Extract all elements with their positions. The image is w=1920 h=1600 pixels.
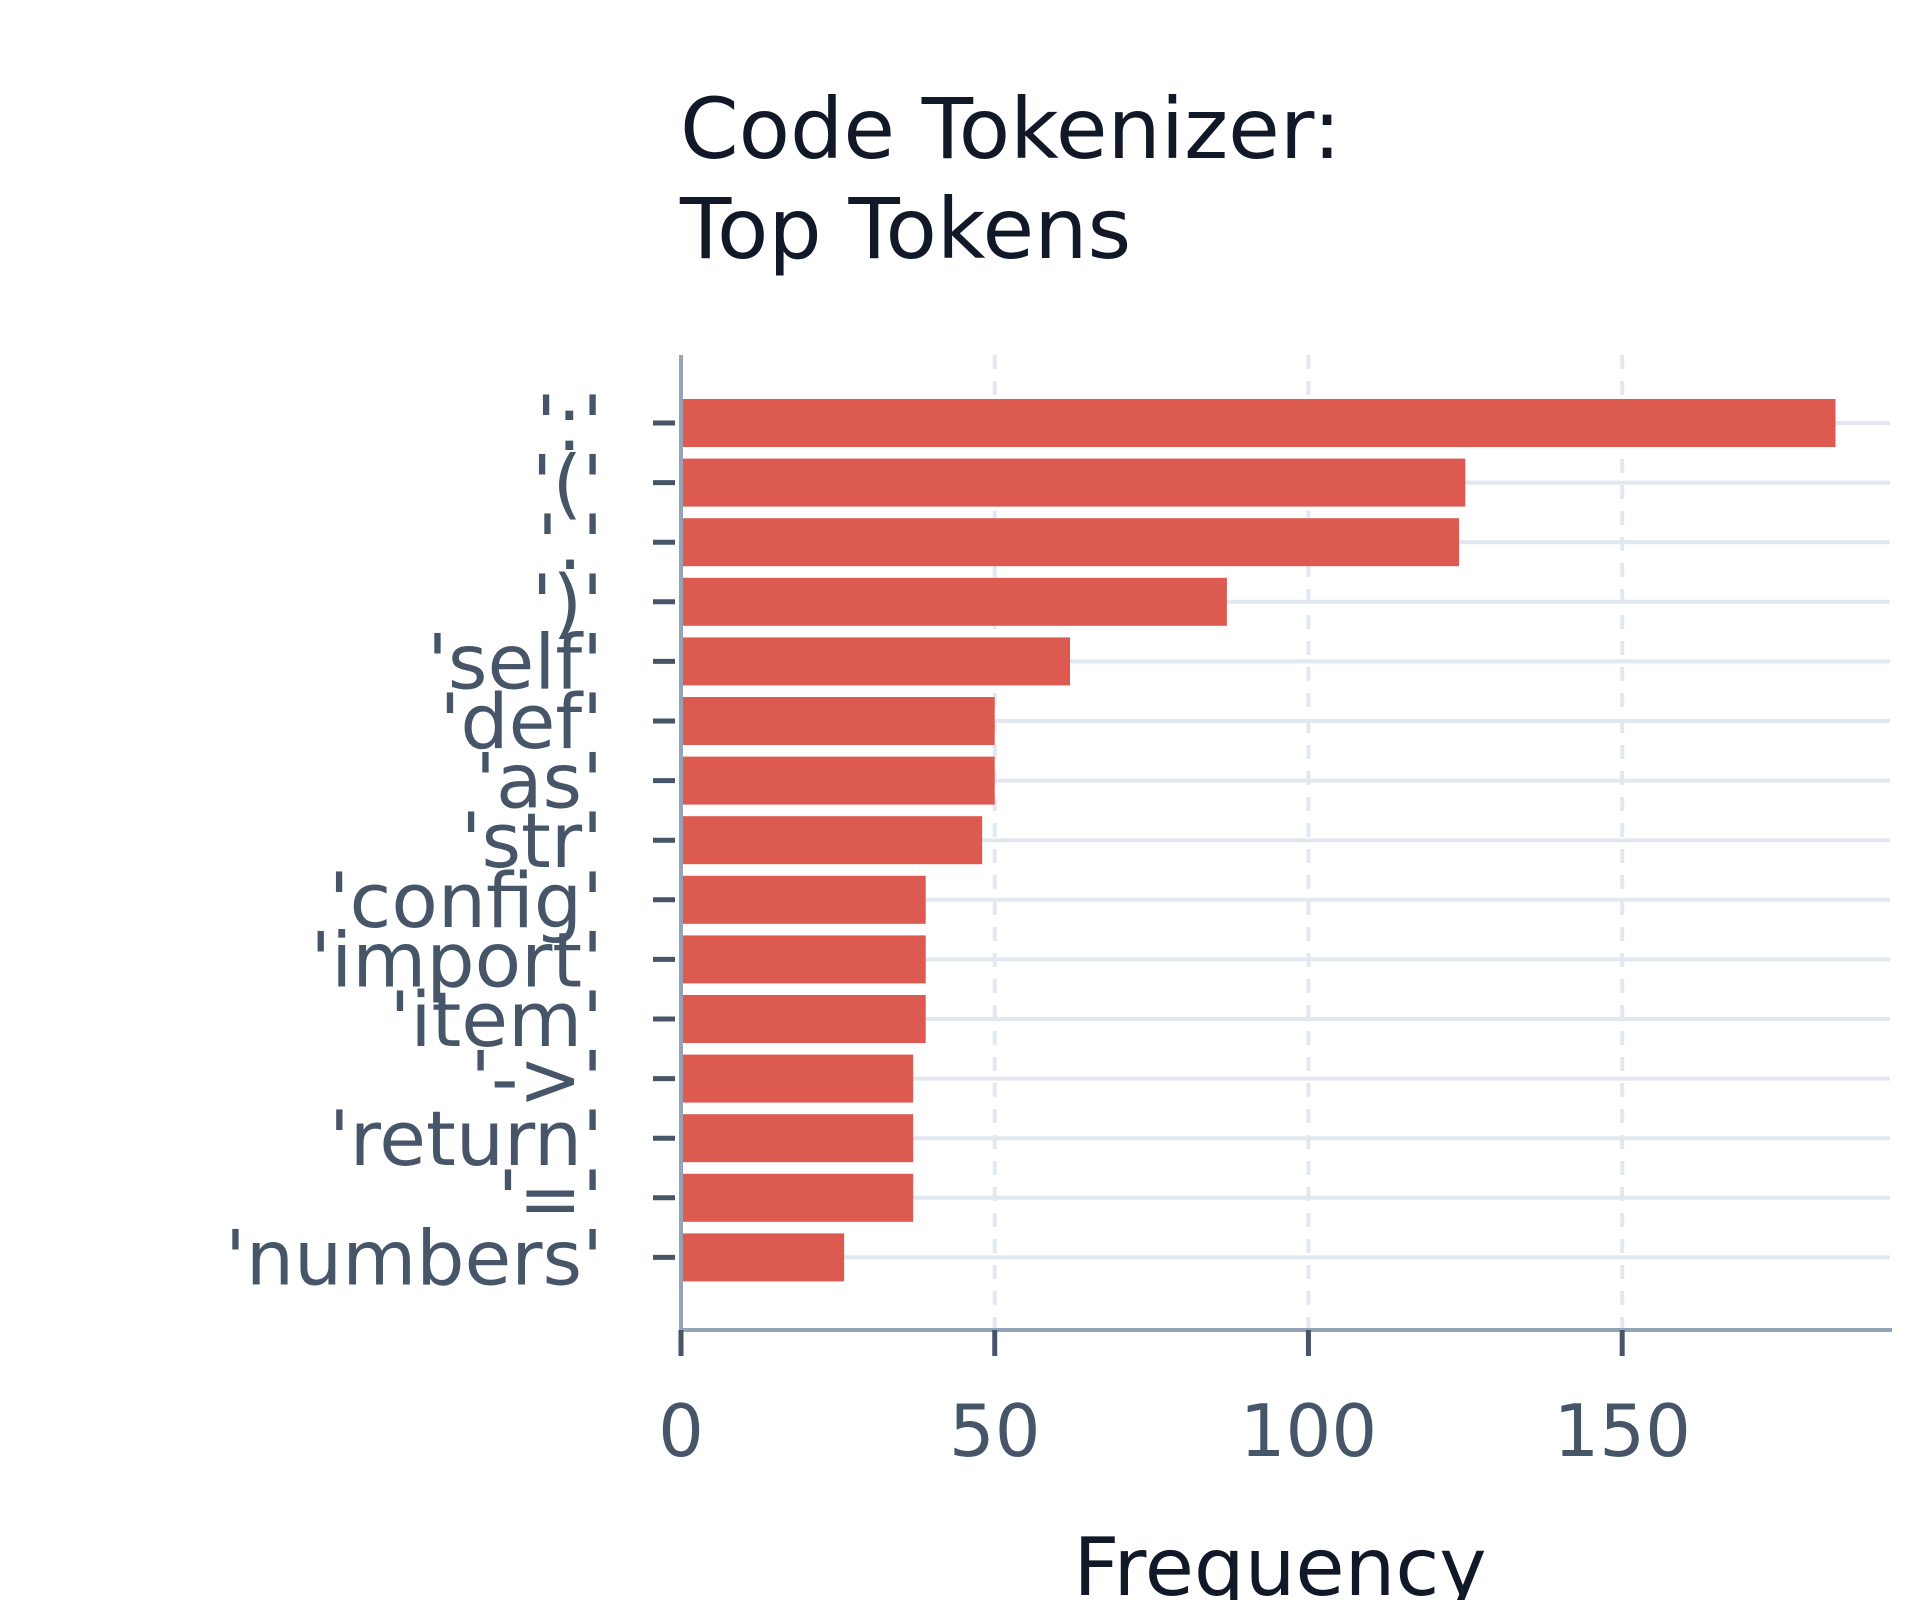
y-tick-label: '.': [537, 498, 603, 587]
x-tick-label: 150: [1553, 1389, 1690, 1473]
x-tick-label: 0: [658, 1389, 704, 1473]
bar: [681, 399, 1836, 447]
y-tick-label: 'as': [475, 737, 603, 826]
y-tick-label: '=': [498, 1154, 603, 1243]
bar: [681, 995, 926, 1043]
bar: [681, 1233, 845, 1282]
y-tick-label: ':': [536, 379, 603, 468]
y-tick-label: 'config': [329, 856, 603, 945]
chart-title-line-1: Code Tokenizer:: [680, 80, 1341, 178]
bar: [681, 637, 1071, 686]
y-tick-label: 'str': [461, 796, 603, 885]
bar: [681, 697, 995, 745]
bar: [681, 458, 1466, 507]
y-tick-label: '(': [532, 439, 603, 528]
bar: [681, 1173, 914, 1222]
axes: [653, 355, 1892, 1356]
bar: [681, 875, 926, 924]
y-tick-label: ')': [532, 558, 603, 647]
y-tick-label: 'self': [427, 617, 603, 706]
bar: [681, 1054, 914, 1103]
bar: [681, 756, 995, 805]
chart-title-line-2: Top Tokens: [679, 180, 1131, 278]
bar: [681, 1114, 914, 1163]
x-axis-label: Frequency: [1073, 1521, 1486, 1600]
y-tick-label: 'import': [310, 915, 603, 1004]
y-tick-label: 'numbers': [225, 1213, 603, 1302]
y-tick-label: 'def': [439, 677, 603, 766]
x-tick-label: 50: [949, 1389, 1041, 1473]
bar: [681, 518, 1460, 567]
bar: [681, 935, 926, 984]
bar: [681, 816, 983, 865]
bars: [681, 399, 1836, 1282]
y-tick-label: '->': [470, 1035, 603, 1124]
y-tick-label: 'item': [390, 975, 604, 1064]
bar: [681, 577, 1227, 626]
labels: ':''(''.'')''self''def''as''str''config'…: [225, 379, 1691, 1473]
y-tick-label: 'return': [329, 1094, 603, 1183]
x-tick-label: 100: [1240, 1389, 1377, 1473]
